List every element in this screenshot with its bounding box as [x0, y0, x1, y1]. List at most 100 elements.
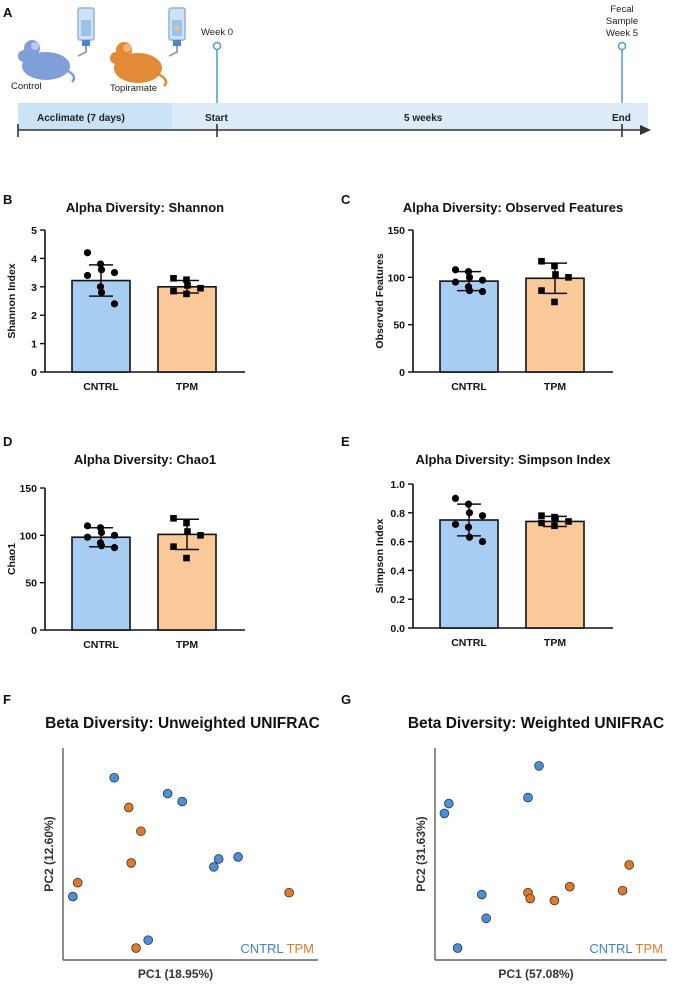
- data-point-cntrl: [83, 249, 92, 257]
- y-tick-label: 50: [25, 578, 37, 590]
- acclimate-label: Acclimate (7 days): [37, 113, 125, 124]
- data-point-tpm: [183, 554, 190, 562]
- panel-label-e: E: [341, 434, 350, 449]
- data-point-cntrl: [83, 533, 92, 541]
- data-point-tpm: [552, 515, 559, 522]
- data-point-tpm: [197, 284, 204, 292]
- x-category-label: TPM: [544, 637, 566, 649]
- scatter-point-tpm: [123, 802, 134, 813]
- scatter-point-cntrl: [209, 862, 219, 872]
- y-tick-label: 0.0: [390, 623, 405, 635]
- scatter-point-tpm: [549, 895, 560, 906]
- scatter-point-cntrl: [534, 761, 544, 771]
- scatter-point-cntrl: [162, 788, 173, 799]
- chart-title: Alpha Diversity: Observed Features: [403, 200, 623, 215]
- drug-water-bottle-icon: [168, 7, 186, 57]
- data-point-cntrl: [97, 266, 106, 274]
- bar-tpm: [525, 520, 585, 629]
- scatter-point-tpm: [136, 826, 146, 837]
- data-point-cntrl: [478, 538, 487, 546]
- y-axis-label: Observed Features: [374, 253, 386, 348]
- y-tick-label: 4: [31, 253, 37, 265]
- scatter-point-tpm: [617, 885, 628, 896]
- data-point-cntrl: [110, 269, 119, 277]
- y-tick-label: 0: [31, 625, 37, 637]
- data-point-cntrl: [110, 300, 119, 308]
- x-category-label: CNTRL: [451, 637, 487, 649]
- scatter-point-tpm: [131, 943, 141, 953]
- end-label: End: [612, 113, 631, 124]
- data-point-cntrl: [465, 286, 474, 295]
- week0-pin-head: [212, 41, 222, 51]
- data-point-tpm: [183, 519, 190, 527]
- y-axis-label: Chao1: [6, 543, 18, 575]
- data-point-cntrl: [464, 523, 473, 531]
- scatter-point-cntrl: [481, 913, 492, 924]
- y-axis-label: PC2 (12.60%): [42, 816, 56, 891]
- scatter-point-tpm: [624, 860, 635, 870]
- y-tick-label: 150: [19, 483, 37, 495]
- x-category-label: CNTRL: [83, 639, 119, 651]
- scatter-point-cntrl: [523, 792, 533, 803]
- y-tick-label: 0: [31, 367, 37, 379]
- acclimate-segment: [18, 103, 172, 130]
- y-tick-label: 0: [399, 367, 405, 379]
- scatter-point-cntrl: [68, 891, 78, 902]
- legend-tpm: TPM: [287, 941, 314, 956]
- data-point-tpm: [538, 257, 545, 265]
- scatter-point-cntrl: [143, 935, 153, 945]
- data-point-tpm: [183, 290, 190, 298]
- data-point-tpm: [565, 274, 572, 281]
- data-point-cntrl: [110, 531, 119, 539]
- panel-label-b: B: [3, 192, 12, 207]
- chart-title: Beta Diversity: Weighted UNIFRAC: [408, 715, 664, 732]
- control-mouse-icon: [18, 40, 76, 83]
- y-axis-label: PC2 (31.63%): [414, 816, 428, 891]
- y-tick-label: 2: [31, 310, 37, 322]
- study-timeline: A Control Topiramate Acclimate (7 days) …: [3, 4, 651, 137]
- data-point-tpm: [538, 519, 545, 527]
- data-point-tpm: [170, 543, 177, 550]
- scatter-point-tpm: [525, 893, 536, 904]
- unweighted-unifrac-scatter: F Beta Diversity: Unweighted UNIFRAC PC1 (…: [3, 692, 320, 981]
- data-point-cntrl: [451, 266, 460, 274]
- data-point-cntrl: [465, 273, 474, 281]
- scatter-point-cntrl: [213, 854, 224, 864]
- panel-label-c: C: [341, 192, 351, 207]
- y-tick-label: 150: [387, 225, 405, 237]
- data-point-cntrl: [96, 283, 105, 291]
- scatter-point-tpm: [565, 881, 575, 892]
- data-point-cntrl: [451, 520, 460, 528]
- scatter-point-cntrl: [444, 798, 454, 809]
- data-point-cntrl: [464, 500, 473, 508]
- y-tick-label: 0.8: [390, 508, 405, 520]
- x-category-label: TPM: [176, 639, 198, 651]
- data-point-tpm: [184, 282, 191, 289]
- scatter-point-cntrl: [452, 943, 463, 953]
- control-label: Control: [11, 81, 42, 92]
- y-tick-label: 0.2: [390, 594, 405, 606]
- chart-title: Alpha Diversity: Chao1: [74, 452, 216, 467]
- data-point-tpm: [170, 514, 177, 522]
- scatter-point-cntrl: [233, 852, 243, 862]
- data-point-tpm: [184, 528, 191, 535]
- scatter-point-tpm: [284, 887, 294, 898]
- data-point-tpm: [538, 287, 545, 294]
- x-category-label: CNTRL: [83, 381, 119, 393]
- duration-label: 5 weeks: [404, 113, 443, 124]
- data-point-cntrl: [464, 268, 473, 276]
- scatter-point-tpm: [126, 858, 136, 868]
- y-tick-label: 100: [19, 530, 37, 542]
- scatter-point-tpm: [72, 877, 83, 888]
- data-point-cntrl: [97, 288, 106, 297]
- data-point-tpm: [565, 518, 572, 525]
- x-axis-label: PC1 (57.08%): [498, 967, 573, 981]
- panel-label-f: F: [3, 692, 11, 707]
- data-point-cntrl: [478, 512, 487, 520]
- chart-title: Alpha Diversity: Simpson Index: [415, 452, 611, 467]
- data-point-tpm: [551, 522, 558, 530]
- data-point-cntrl: [451, 494, 460, 502]
- y-tick-label: 0.4: [390, 565, 405, 577]
- data-point-cntrl: [478, 276, 487, 284]
- scatter-point-cntrl: [109, 772, 119, 783]
